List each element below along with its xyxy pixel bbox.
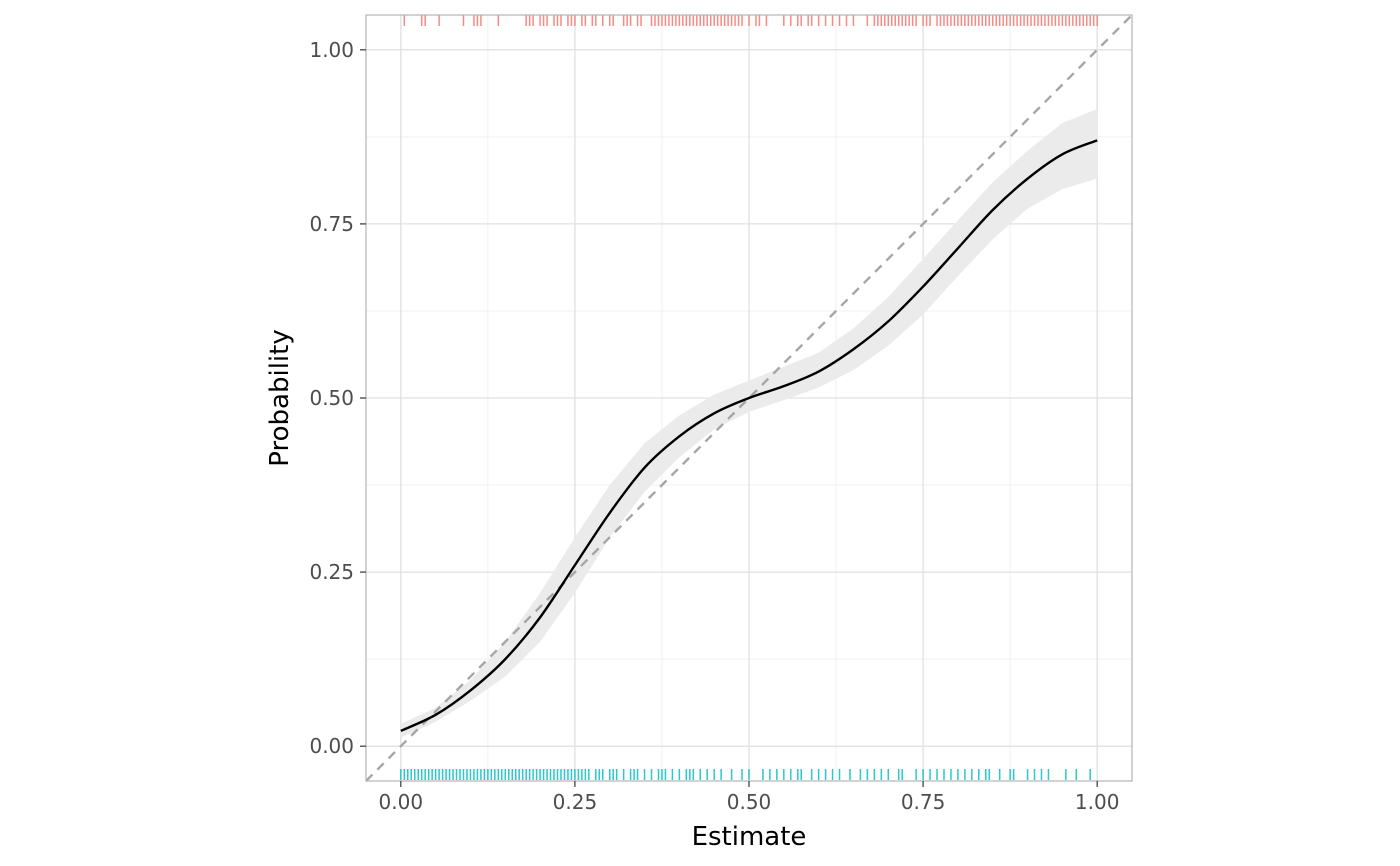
y-tick-label: 1.00 — [309, 38, 354, 62]
y-axis-title: Probability — [265, 329, 295, 466]
reference-diagonal-line — [365, 14, 1133, 782]
x-tick-label: 0.25 — [553, 790, 598, 814]
fitted-curve — [400, 139, 1098, 732]
y-tick-label: 0.75 — [309, 212, 354, 236]
rug-top — [403, 15, 1098, 26]
rug-bottom — [400, 769, 1091, 780]
y-axis-ticks: 0.00 0.25 0.50 0.75 1.00 — [309, 38, 366, 758]
x-axis-title: Estimate — [692, 822, 807, 852]
x-axis-ticks: 0.00 0.25 0.50 0.75 1.00 — [379, 781, 1120, 814]
x-tick-label: 0.00 — [379, 790, 424, 814]
x-tick-label: 0.75 — [901, 790, 946, 814]
y-tick-label: 0.25 — [309, 560, 354, 584]
y-tick-label: 0.00 — [309, 734, 354, 758]
y-tick-label: 0.50 — [309, 386, 354, 410]
x-tick-label: 0.50 — [727, 790, 772, 814]
confidence-band — [400, 109, 1098, 738]
x-tick-label: 1.00 — [1075, 790, 1120, 814]
